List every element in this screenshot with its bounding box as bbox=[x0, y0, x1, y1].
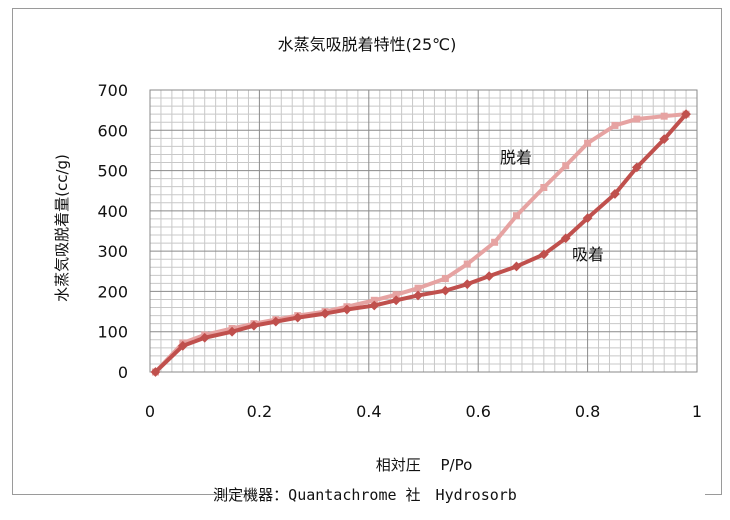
series-layer bbox=[150, 109, 691, 377]
y-tick-label: 100 bbox=[97, 323, 128, 342]
adsorption-point bbox=[270, 316, 281, 327]
y-axis-label: 水蒸気吸脱着量(cc/g) bbox=[53, 154, 71, 302]
desorption-point bbox=[584, 139, 592, 147]
desorption-point bbox=[633, 115, 641, 123]
series-label-desorption: 脱着 bbox=[500, 148, 532, 167]
y-tick-label: 500 bbox=[97, 162, 128, 181]
desorption-point bbox=[370, 296, 378, 304]
adsorption-point bbox=[150, 367, 161, 377]
y-tick-label: 600 bbox=[97, 121, 128, 140]
adsorption-point bbox=[320, 308, 330, 319]
desorption-point bbox=[392, 291, 400, 299]
y-tick-label: 200 bbox=[97, 282, 128, 301]
desorption-point bbox=[414, 284, 422, 292]
y-tick-label: 700 bbox=[97, 81, 128, 100]
footer-mask bbox=[250, 483, 705, 513]
x-tick-label: 1 bbox=[692, 402, 702, 421]
desorption-point bbox=[660, 112, 668, 120]
y-tick-label: 0 bbox=[118, 363, 128, 382]
adsorption-point bbox=[484, 271, 495, 282]
desorption-point bbox=[441, 275, 449, 283]
desorption-point bbox=[611, 121, 619, 129]
adsorption-point bbox=[538, 249, 549, 260]
adsorption-point bbox=[369, 300, 380, 311]
adsorption-point bbox=[249, 320, 259, 331]
adsorption-point bbox=[659, 134, 670, 145]
adsorption-point bbox=[631, 162, 642, 173]
desorption-point bbox=[512, 212, 520, 220]
desorption-point bbox=[463, 260, 471, 268]
footer-note: 測定機器：Quantachrome 社 Hydrosorb bbox=[213, 486, 517, 504]
adsorption-point bbox=[582, 213, 593, 224]
adsorption-point bbox=[199, 332, 210, 343]
adsorption-point bbox=[440, 285, 451, 296]
x-axis-label: 相対圧 P/Po bbox=[376, 456, 473, 474]
label-layer: 0 100 200 300 400 500 600 700 0 0.2 0.4 0.6 0.8 1 水蒸気吸… bbox=[53, 35, 702, 474]
desorption-point bbox=[562, 162, 570, 170]
adsorption-point bbox=[227, 326, 237, 337]
chart-title: 水蒸気吸脱着特性(25℃) bbox=[278, 35, 457, 54]
adsorption-point bbox=[342, 304, 352, 315]
x-tick-label: 0.2 bbox=[247, 402, 272, 421]
y-tick-label: 300 bbox=[97, 242, 128, 261]
adsorption-point bbox=[560, 233, 571, 244]
adsorption-point bbox=[681, 109, 691, 120]
desorption-point bbox=[540, 183, 548, 191]
x-tick-label: 0.4 bbox=[356, 402, 381, 421]
adsorption-point bbox=[177, 340, 188, 351]
x-tick-label: 0.6 bbox=[465, 402, 490, 421]
plot-border bbox=[149, 89, 698, 373]
adsorption-point bbox=[610, 189, 620, 199]
x-tick-label: 0 bbox=[145, 402, 155, 421]
adsorption-point bbox=[511, 261, 522, 272]
adsorption-point bbox=[292, 312, 303, 323]
series-label-adsorption: 吸着 bbox=[572, 245, 604, 264]
adsorption-point bbox=[462, 279, 473, 290]
x-tick-label: 0.8 bbox=[575, 402, 600, 421]
adsorption-point bbox=[391, 295, 402, 306]
desorption-point bbox=[491, 238, 499, 246]
y-tick-label: 400 bbox=[97, 202, 128, 221]
adsorption-point bbox=[413, 290, 423, 301]
